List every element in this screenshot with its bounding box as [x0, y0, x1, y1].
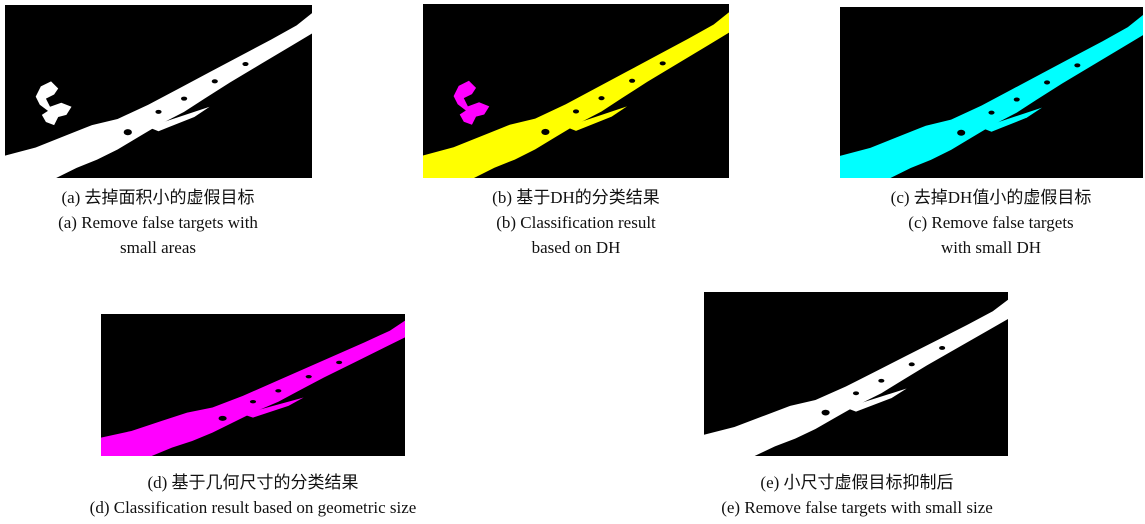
caption: (d) 基于几何尺寸的分类结果 (d) Classification result… [90, 470, 417, 520]
caption: (a) 去掉面积小的虚假目标 (a) Remove false targets w… [58, 185, 258, 260]
caption-en: small areas [120, 238, 196, 257]
image-b [423, 4, 729, 178]
caption-en: based on DH [531, 238, 621, 257]
caption-en: (c) Remove false targets [908, 213, 1074, 232]
image-e [704, 292, 1008, 456]
caption-en: (b) Classification result [496, 213, 656, 232]
caption-zh: (a) 去掉面积小的虚假目标 [61, 188, 255, 207]
caption-zh: (e) 小尺寸虚假目标抑制后 [760, 473, 954, 492]
caption-en: (e) Remove false targets with small size [721, 498, 993, 517]
caption-zh: (b) 基于DH的分类结果 [492, 188, 660, 207]
caption-zh: (c) 去掉DH值小的虚假目标 [890, 188, 1092, 207]
caption: (e) 小尺寸虚假目标抑制后 (e) Remove false targets w… [721, 470, 993, 520]
image-a [5, 5, 312, 178]
caption: (c) 去掉DH值小的虚假目标 (c) Remove false targets w… [891, 185, 1092, 260]
caption-en: (a) Remove false targets with [58, 213, 258, 232]
image-d [101, 314, 405, 456]
caption-en: with small DH [940, 238, 1042, 257]
caption: (b) 基于DH的分类结果 (b) Classification result ba… [492, 185, 660, 260]
image-c [840, 7, 1143, 178]
caption-zh: (d) 基于几何尺寸的分类结果 [147, 473, 359, 492]
caption-en: (d) Classification result based on geome… [89, 498, 417, 517]
